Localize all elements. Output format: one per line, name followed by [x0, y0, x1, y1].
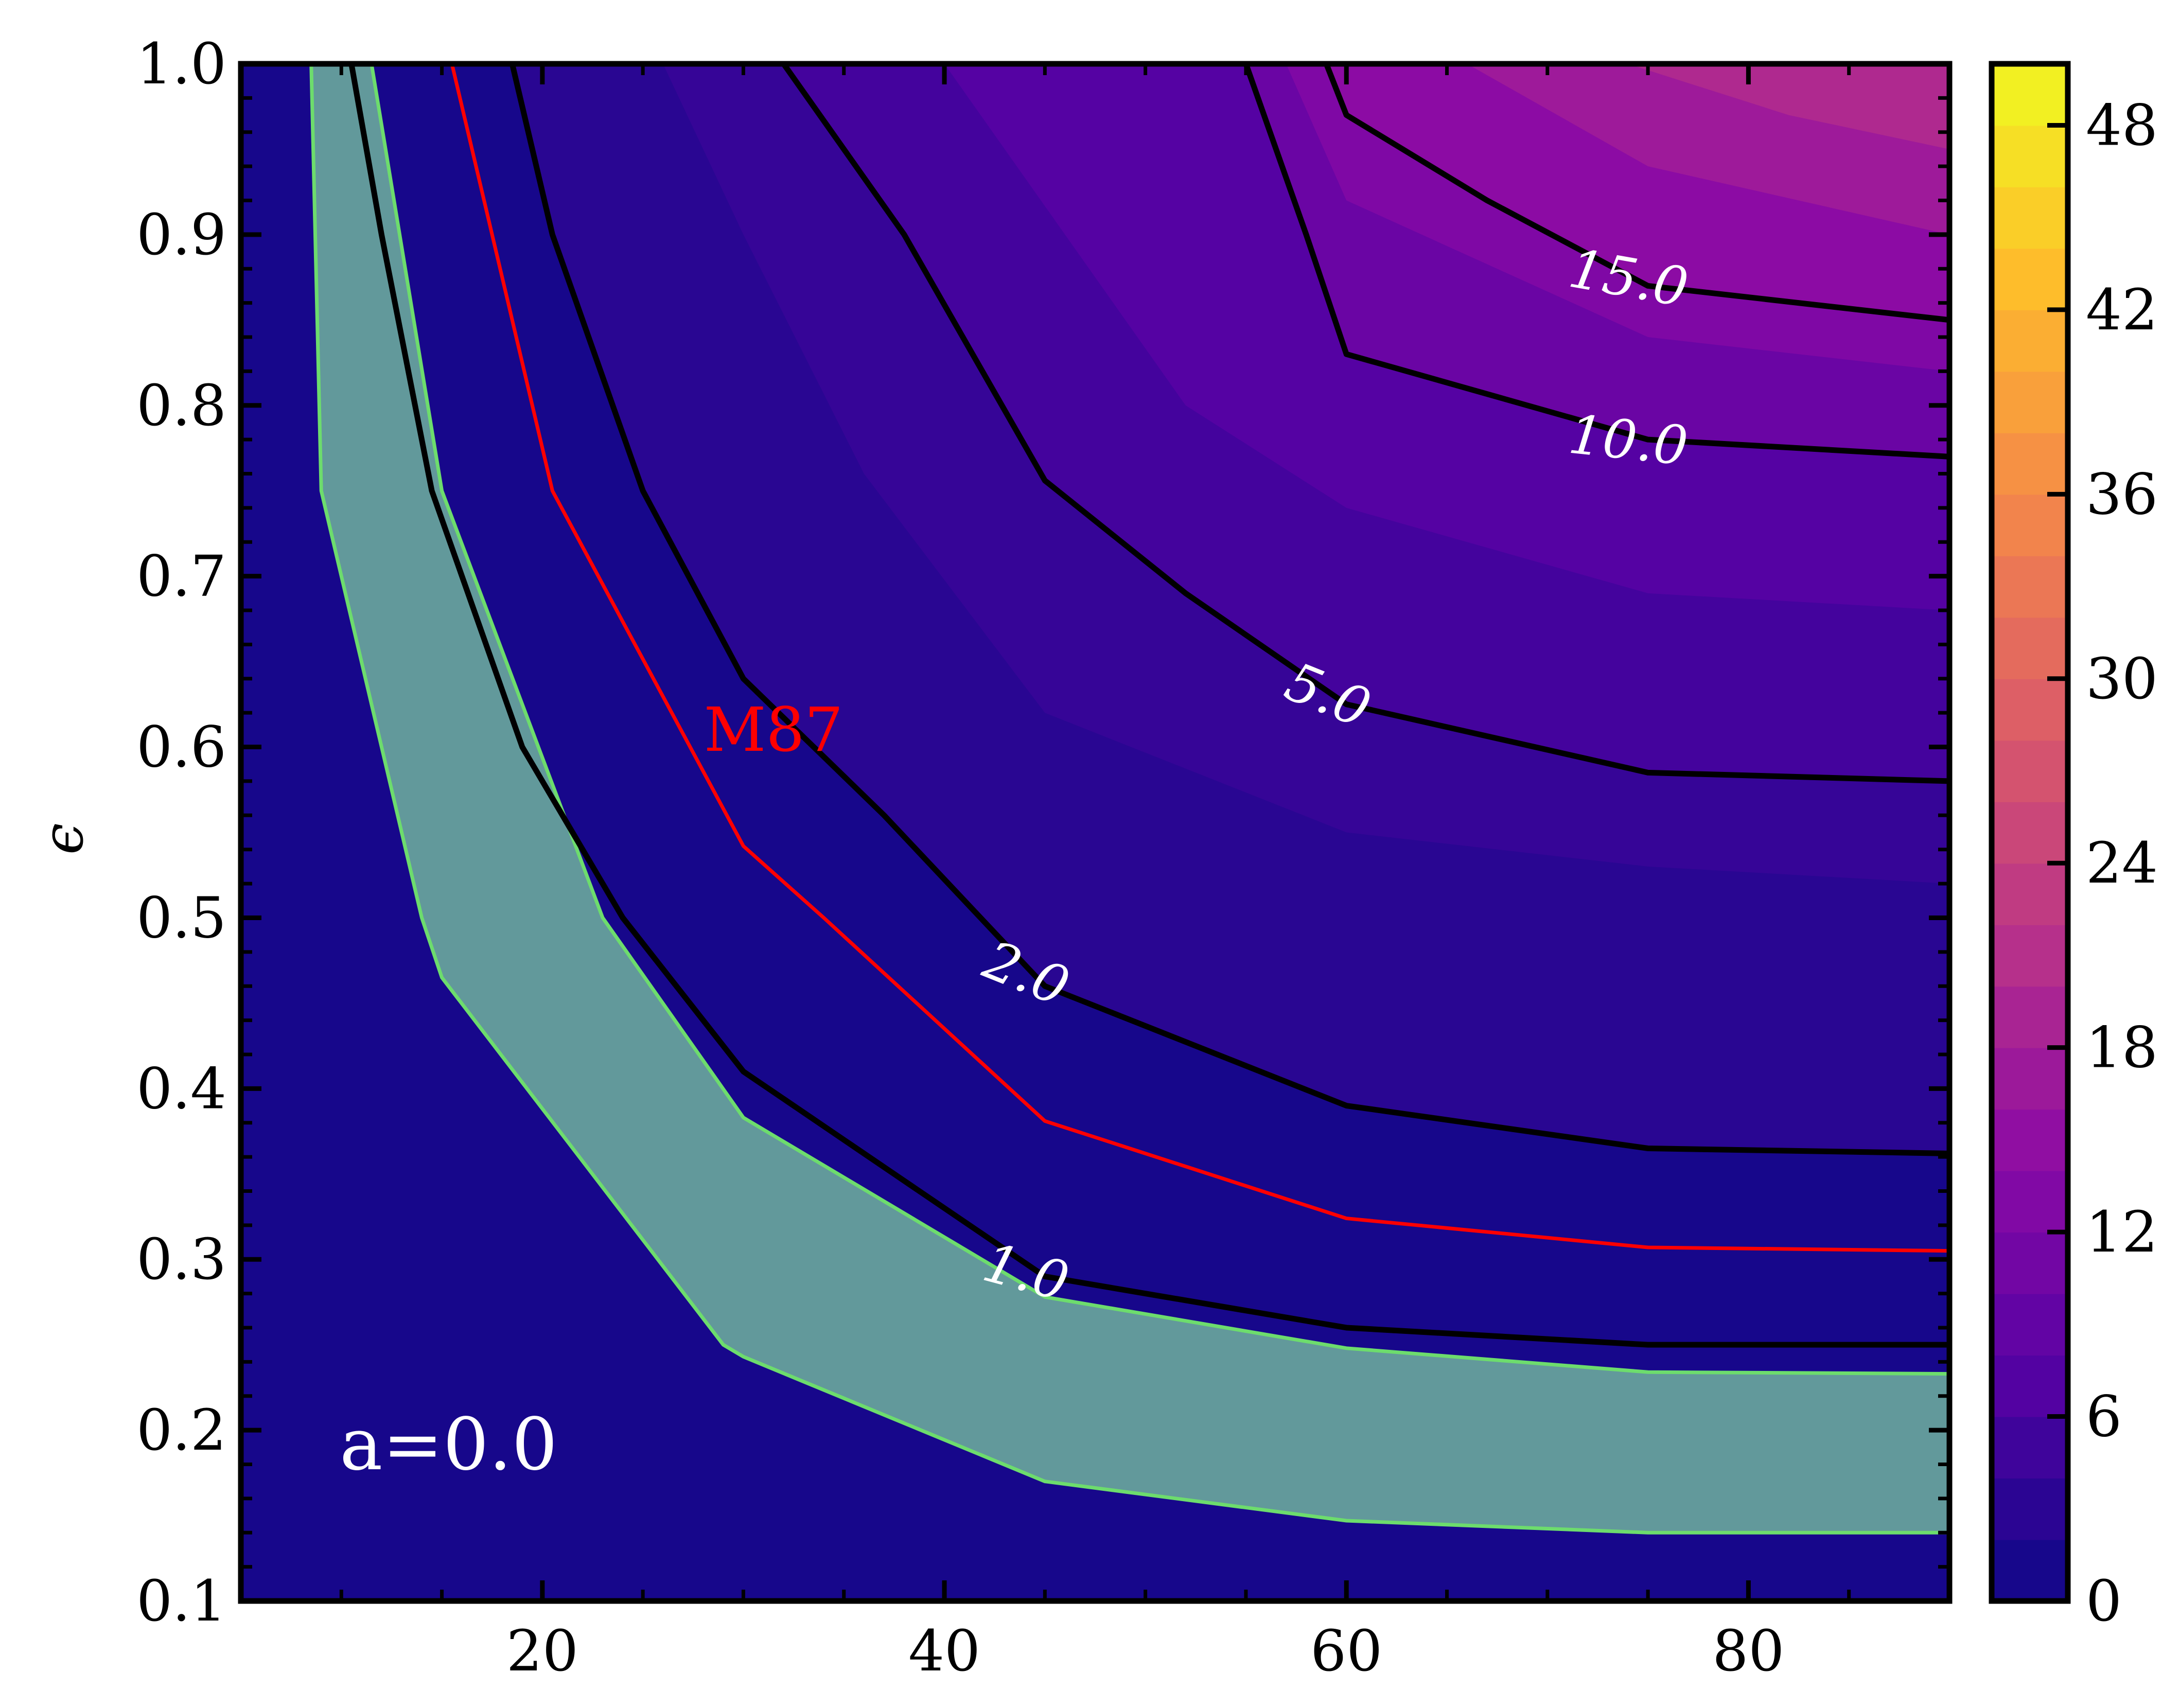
- colorbar-frame: [1989, 61, 2071, 1604]
- plot-area: [241, 64, 1949, 1601]
- colorbar-segment-1: [1992, 1478, 2068, 1540]
- colorbar-tick-label-2: 12: [2086, 1199, 2158, 1265]
- y-tick-label-3: 0.4: [136, 1055, 226, 1121]
- plot-frame: [238, 61, 1953, 1604]
- colorbar-segment-10: [1992, 924, 2068, 987]
- colorbar-segment-21: [1992, 248, 2068, 310]
- filled-contour-bands: [241, 64, 1949, 1601]
- contour-line-0: [348, 64, 1949, 1348]
- fill-level-8: [1628, 64, 1949, 149]
- colorbar-tick-label-8: 48: [2086, 92, 2158, 158]
- colorbar-segment-12: [1992, 801, 2068, 864]
- colorbar-segment-14: [1992, 678, 2068, 741]
- x-tick-label-1: 40: [908, 1618, 980, 1684]
- spin-annotation: a=0.0: [340, 1403, 557, 1487]
- colorbar-tick-label-0: 0: [2086, 1568, 2122, 1634]
- y-tick-label-1: 0.2: [136, 1397, 226, 1463]
- x-axis-ticks: 20 40 60 80: [239, 64, 1952, 1684]
- y-axis-ticks: 0.1 0.2 0.3 0.4 0.5 0.6 0.7 0.8 0.9 1.0: [136, 31, 1949, 1634]
- colorbar-tick-label-1: 6: [2086, 1384, 2122, 1450]
- contour-lines: [348, 64, 1949, 1348]
- colorbar-segment-20: [1992, 309, 2068, 372]
- contour-line-3: [1243, 64, 1949, 460]
- colorbar-segment-8: [1992, 1047, 2068, 1110]
- colorbar: [1992, 64, 2068, 1601]
- colorbar-tick-label-3: 18: [2086, 1015, 2158, 1081]
- colorbar-tick-label-6: 36: [2086, 461, 2158, 527]
- colorbar-tick-label-4: 24: [2086, 830, 2158, 896]
- colorbar-segment-9: [1992, 986, 2068, 1048]
- colorbar-segment-23: [1992, 125, 2068, 187]
- y-tick-label-4: 0.5: [136, 885, 226, 950]
- colorbar-tick-label-5: 30: [2086, 646, 2158, 712]
- y-tick-label-9: 1.0: [136, 31, 226, 97]
- y-tick-label-8: 0.9: [136, 202, 226, 268]
- contour-label-3: 10.0: [1566, 403, 1691, 478]
- colorbar-segment-6: [1992, 1170, 2068, 1233]
- colorbar-tick-label-7: 42: [2086, 277, 2158, 343]
- colorbar-segment-2: [1992, 1416, 2068, 1479]
- colorbar-segment-22: [1992, 186, 2068, 249]
- colorbar-segment-19: [1992, 371, 2068, 433]
- colorbar-segment-7: [1992, 1109, 2068, 1171]
- y-tick-label-2: 0.3: [136, 1226, 226, 1292]
- colorbar-segment-17: [1992, 494, 2068, 556]
- colorbar-segment-5: [1992, 1232, 2068, 1294]
- y-tick-label-7: 0.8: [136, 373, 226, 438]
- colorbar-segment-11: [1992, 863, 2068, 925]
- y-tick-label-6: 0.7: [136, 543, 226, 609]
- x-tick-label-3: 80: [1712, 1618, 1784, 1684]
- y-tick-label-5: 0.6: [136, 714, 226, 780]
- y-tick-label-0: 0.1: [136, 1568, 226, 1634]
- colorbar-segment-4: [1992, 1293, 2068, 1356]
- colorbar-ticks: 0 6 12 18 24 30 36 42 48: [2047, 92, 2158, 1634]
- contour-line-1: [509, 64, 1949, 1156]
- y-axis-label: ϵ: [30, 823, 96, 855]
- constraint-band: [309, 64, 1949, 1535]
- x-tick-label-0: 20: [506, 1618, 578, 1684]
- colorbar-segment-16: [1992, 555, 2068, 618]
- colorbar-segment-24: [1992, 64, 2068, 126]
- colorbar-segment-3: [1992, 1355, 2068, 1417]
- x-tick-label-2: 60: [1310, 1618, 1382, 1684]
- colorbar-segment-15: [1992, 617, 2068, 679]
- contour-line-2: [781, 64, 1949, 784]
- contour-line-5: [450, 64, 1949, 1253]
- colorbar-segment-13: [1992, 740, 2068, 802]
- contour-line-4: [1324, 64, 1949, 323]
- colorbar-segment-18: [1992, 432, 2068, 495]
- colorbar-segment-0: [1992, 1539, 2068, 1601]
- contour-label-5: M87: [704, 694, 843, 765]
